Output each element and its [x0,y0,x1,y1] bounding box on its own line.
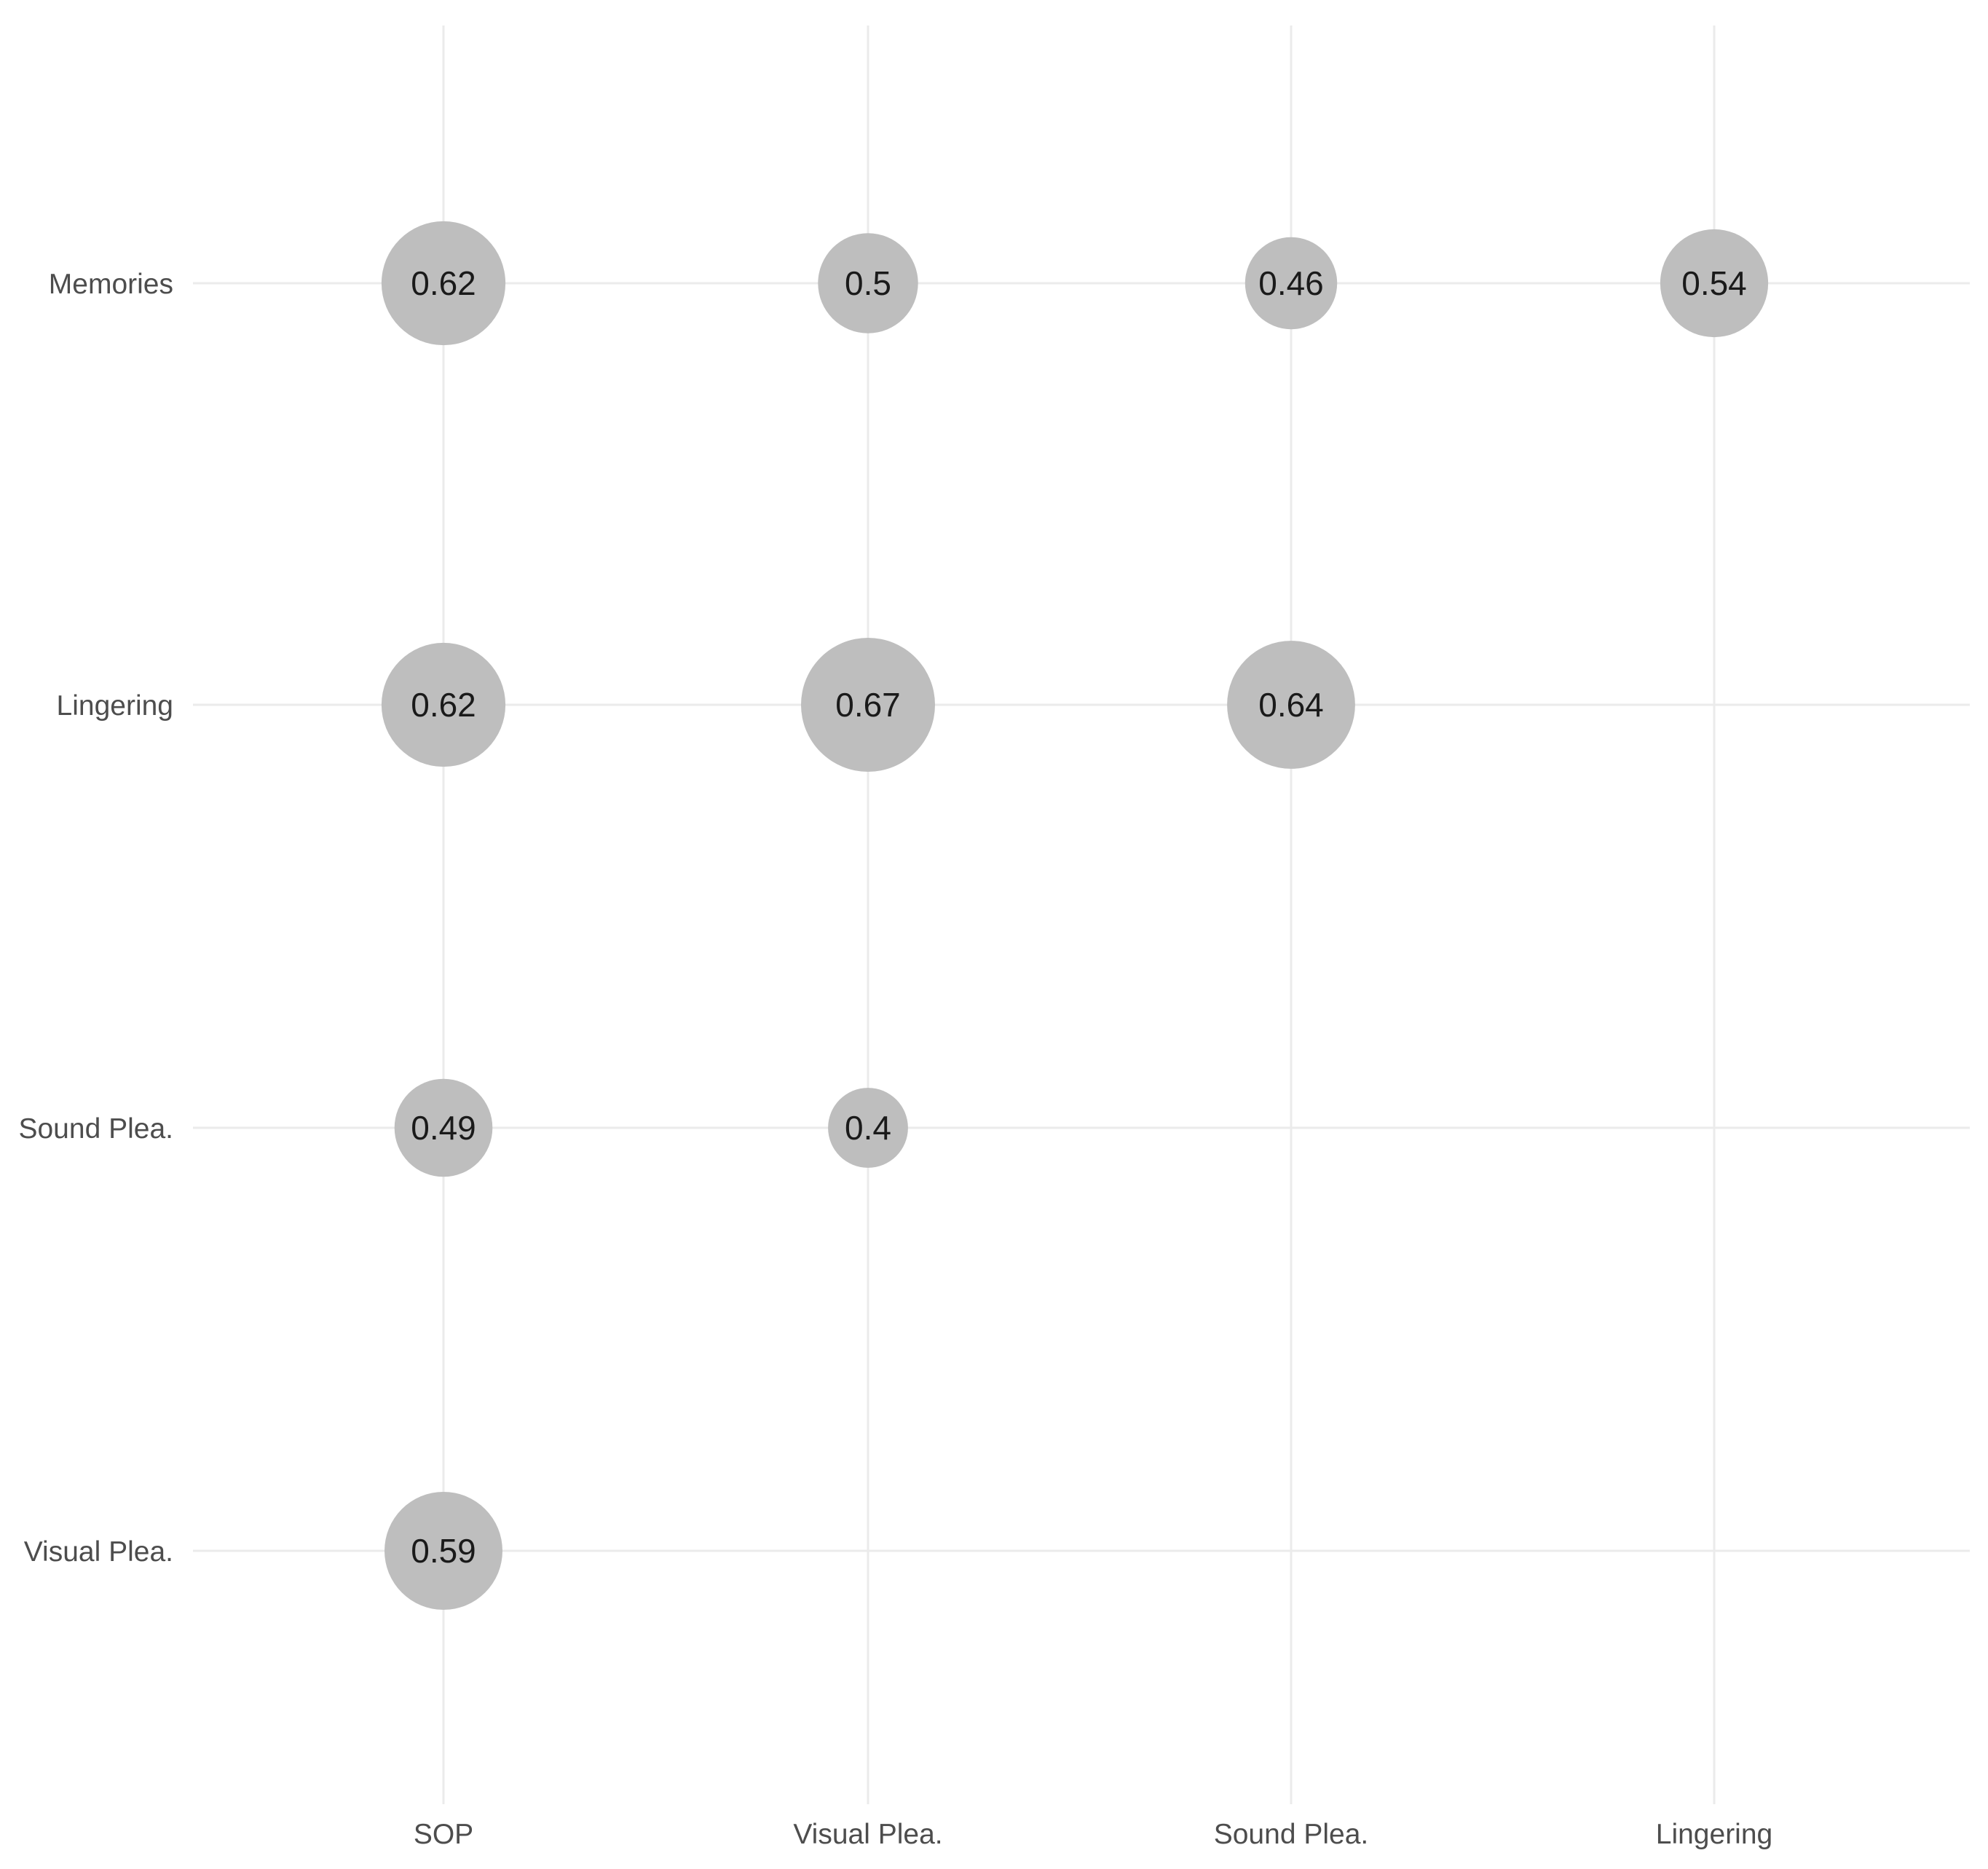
bubble-value-label: 0.5 [845,264,891,302]
bubble-value-label: 0.62 [411,686,476,724]
data-labels: 0.62 0.5 0.46 0.54 0.62 0.67 0.64 0.49 0.4 0.59 [411,264,1747,1570]
bubble-value-label: 0.59 [411,1532,476,1570]
bubble-value-label: 0.64 [1258,686,1324,724]
bubble-point [801,638,935,772]
bubble-value-label: 0.4 [845,1109,891,1147]
bubble-value-label: 0.62 [411,264,476,302]
bubble-point [381,642,506,767]
bubble-point [384,1492,502,1610]
y-tick-label: Lingering [57,690,173,722]
bubble-value-label: 0.54 [1681,264,1747,302]
bubble-point [1227,641,1355,769]
bubble-point [1245,237,1338,330]
y-tick-label: Memories [49,269,173,300]
bubbles [381,221,1769,1610]
bubble-point [394,1078,493,1177]
x-tick-label: Sound Plea. [1214,1819,1369,1850]
x-tick-label: Lingering [1656,1819,1772,1850]
bubble-value-label: 0.49 [411,1109,476,1147]
bubble-point [828,1088,908,1168]
y-tick-label: Sound Plea. [18,1113,173,1145]
bubble-value-label: 0.67 [835,686,901,724]
axis-tick-labels: SOP Visual Plea. Sound Plea. Lingering Memor… [18,269,1772,1850]
x-tick-label: Visual Plea. [793,1819,942,1850]
y-tick-label: Visual Plea. [24,1536,173,1568]
bubble-point [1660,229,1769,338]
x-tick-label: SOP [414,1819,473,1850]
bubble-point [381,221,506,346]
bubble-value-label: 0.46 [1258,264,1324,302]
bubble-point [818,233,918,333]
